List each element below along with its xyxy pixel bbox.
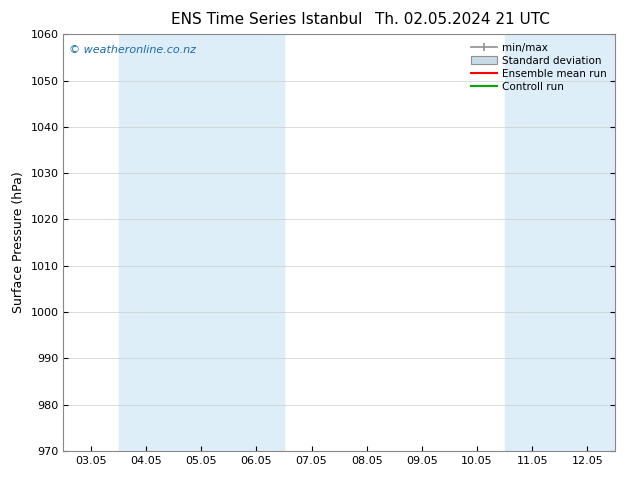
Bar: [505, 34, 615, 451]
Bar: [119, 34, 284, 451]
Text: Th. 02.05.2024 21 UTC: Th. 02.05.2024 21 UTC: [375, 12, 550, 27]
Legend: min/max, Standard deviation, Ensemble mean run, Controll run: min/max, Standard deviation, Ensemble me…: [467, 40, 610, 95]
Text: © weatheronline.co.nz: © weatheronline.co.nz: [69, 45, 196, 55]
Y-axis label: Surface Pressure (hPa): Surface Pressure (hPa): [12, 172, 25, 314]
Text: ENS Time Series Istanbul: ENS Time Series Istanbul: [171, 12, 362, 27]
